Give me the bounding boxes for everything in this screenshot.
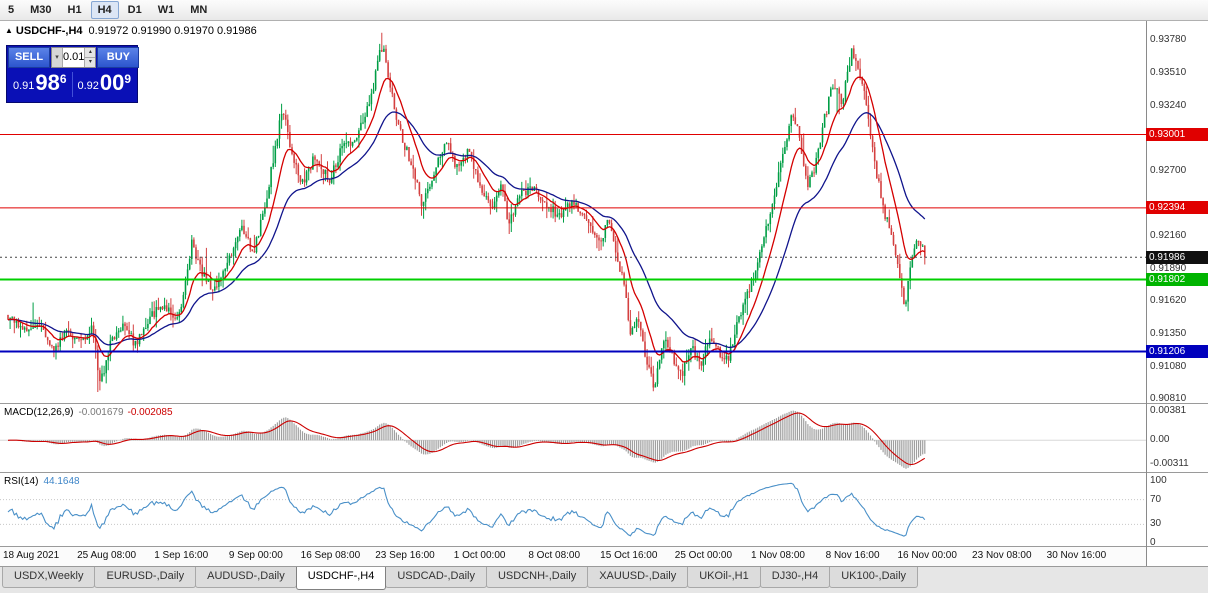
timeframe-button-w1[interactable]: W1 — [157, 4, 175, 16]
chart-symbol: USDCHF-,H4 — [15, 25, 83, 37]
timeframe-button-d1[interactable]: D1 — [127, 4, 142, 16]
timeframe-button-mn[interactable]: MN — [190, 4, 208, 16]
time-label: 30 Nov 16:00 — [1046, 550, 1107, 561]
price-badge: 0.92394 — [1146, 201, 1208, 215]
time-label: 9 Sep 00:00 — [228, 550, 283, 561]
rsi-label: RSI(14) 44.1648 — [4, 476, 80, 487]
time-label: 8 Oct 08:00 — [528, 550, 581, 561]
time-label: 23 Sep 16:00 — [375, 550, 435, 561]
macd-name: MACD(12,26,9) — [4, 407, 74, 418]
price-tick: 0.92700 — [1150, 164, 1187, 176]
buy-price-prefix: 0.92 — [77, 79, 99, 92]
time-label: 16 Sep 08:00 — [300, 550, 361, 561]
tab-usdchf-h4[interactable]: USDCHF-,H4 — [295, 567, 387, 590]
tab-dj30-h4[interactable]: DJ30-,H4 — [759, 567, 831, 588]
price-tick: 0.91080 — [1150, 360, 1187, 372]
rsi-name: RSI(14) — [4, 476, 39, 487]
time-label: 1 Nov 08:00 — [751, 550, 805, 561]
price-tick: 0.92160 — [1150, 230, 1187, 242]
volume-dropdown-button[interactable]: ▾ — [52, 48, 63, 67]
timeframe-button-m30[interactable]: M30 — [30, 4, 52, 16]
buy-price-display: 0.92 00 9 — [73, 69, 137, 97]
sell-price-pip: 6 — [59, 71, 67, 86]
time-label: 16 Nov 00:00 — [897, 550, 957, 561]
chart-tab-bar: USDX,Weekly EURUSD-,Daily AUDUSD-,Daily USD… — [0, 566, 1208, 593]
price-badge: 0.91986 — [1146, 250, 1208, 264]
timeframe-button-h4[interactable]: H4 — [90, 1, 119, 19]
macd-scale-tick: -0.00311 — [1150, 457, 1189, 469]
tab-xauusd-daily[interactable]: XAUUSD-,Daily — [587, 567, 689, 588]
rsi-scale-tick: 0 — [1150, 537, 1156, 548]
price-scale[interactable]: 0.93780 0.93510 0.93240 0.92700 0.92160 0.918… — [1146, 21, 1208, 566]
volume-value[interactable]: 0.01 — [63, 51, 85, 63]
macd-main-value: -0.001679 — [78, 407, 124, 418]
symbol-icon: ▲ — [5, 26, 13, 35]
tab-usdcad-daily[interactable]: USDCAD-,Daily — [385, 567, 487, 588]
rsi-scale-tick: 100 — [1150, 475, 1167, 486]
tab-usdcnh-daily[interactable]: USDCNH-,Daily — [485, 567, 589, 588]
buy-price-main: 00 — [99, 69, 125, 95]
time-label: 18 Aug 2021 — [3, 550, 60, 561]
price-tick: 0.91350 — [1150, 328, 1187, 340]
timeframe-button-h1[interactable]: H1 — [67, 4, 82, 16]
panel-divider[interactable] — [0, 472, 1208, 473]
chart-window: ▲ USDCHF-,H4 0.91972 0.91990 0.91970 0.919… — [0, 21, 1208, 566]
time-label: 25 Aug 08:00 — [77, 550, 137, 561]
price-badge: 0.93001 — [1146, 128, 1208, 141]
buy-price-pip: 9 — [124, 71, 132, 86]
macd-signal-value: -0.002085 — [127, 407, 173, 418]
price-tick: 0.90810 — [1150, 393, 1187, 405]
chart-ohlc: 0.91972 0.91990 0.91970 0.91986 — [88, 25, 257, 37]
timeframe-toolbar: 5 M30 H1 H4 D1 W1 MN — [0, 0, 1208, 21]
price-tick: 0.93780 — [1150, 34, 1187, 46]
time-label: 15 Oct 16:00 — [600, 550, 658, 561]
macd-scale-tick: 0.00381 — [1150, 405, 1187, 417]
time-label: 1 Sep 16:00 — [154, 550, 209, 561]
volume-increase-button[interactable]: ▴ — [85, 48, 96, 57]
candlestick-plot[interactable] — [0, 21, 1146, 403]
sell-button[interactable]: SELL — [8, 47, 50, 68]
rsi-plot[interactable] — [0, 473, 1146, 546]
volume-field: ▾ 0.01 ▴ ▾ — [51, 47, 97, 68]
sell-price-display: 0.91 98 6 — [8, 69, 72, 97]
volume-decrease-button[interactable]: ▾ — [85, 57, 96, 67]
sell-price-prefix: 0.91 — [12, 79, 35, 92]
rsi-scale-tick: 30 — [1150, 518, 1162, 530]
price-separator — [71, 72, 73, 97]
tab-uk100-daily[interactable]: UK100-,Daily — [829, 567, 919, 588]
sell-price-main: 98 — [35, 69, 60, 95]
time-axis[interactable]: 18 Aug 2021 25 Aug 08:00 1 Sep 16:00 9 Sep … — [0, 547, 1146, 566]
price-tick: 0.93240 — [1150, 99, 1187, 111]
rsi-scale-tick: 70 — [1150, 493, 1162, 505]
buy-button[interactable]: BUY — [97, 47, 140, 68]
price-badge: 0.91802 — [1146, 272, 1208, 286]
macd-label: MACD(12,26,9) -0.001679 -0.002085 — [4, 407, 173, 418]
price-scale-separator — [1146, 21, 1147, 566]
timeframe-button-5[interactable]: 5 — [8, 4, 15, 16]
panel-divider[interactable] — [0, 403, 1208, 404]
time-label: 8 Nov 16:00 — [825, 550, 880, 561]
price-tick: 0.93510 — [1150, 66, 1187, 78]
time-label: 25 Oct 00:00 — [674, 550, 733, 561]
macd-plot[interactable] — [0, 404, 1146, 472]
tab-usdx-weekly[interactable]: USDX,Weekly — [2, 567, 96, 588]
tab-ukoil-h1[interactable]: UKOil-,H1 — [687, 567, 761, 588]
rsi-value: 44.1648 — [43, 476, 80, 487]
price-tick: 0.91620 — [1150, 295, 1187, 307]
price-tick: 0.91890 — [1150, 262, 1187, 274]
time-label: 23 Nov 08:00 — [972, 550, 1032, 561]
price-badge: 0.91206 — [1146, 345, 1208, 358]
macd-scale-tick: 0.00 — [1150, 434, 1170, 446]
chart-title: ▲ USDCHF-,H4 0.91972 0.91990 0.91970 0.919… — [5, 25, 257, 37]
time-label: 1 Oct 00:00 — [453, 550, 506, 561]
tab-eurusd-daily[interactable]: EURUSD-,Daily — [94, 567, 197, 588]
tab-audusd-daily[interactable]: AUDUSD-,Daily — [195, 567, 297, 588]
panel-divider — [0, 546, 1208, 547]
volume-stepper: ▴ ▾ — [84, 48, 96, 67]
one-click-trading-panel: SELL ▾ 0.01 ▴ ▾ BUY 0.91 98 6 0.92 00 9 — [6, 45, 140, 103]
